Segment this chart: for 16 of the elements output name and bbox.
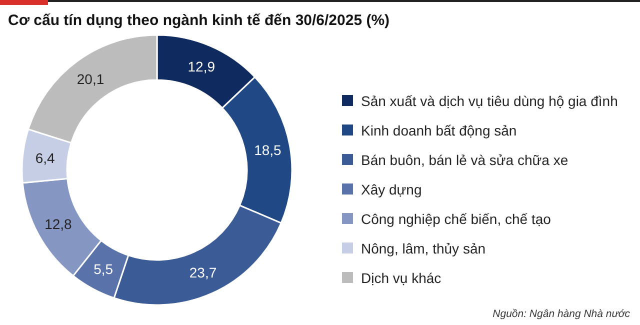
data-label: 12,8 <box>44 216 72 232</box>
data-label: 18,5 <box>254 142 282 158</box>
chart-title: Cơ cấu tín dụng theo ngành kinh tế đến 30/6/2025 (%) <box>8 12 390 29</box>
data-label: 12,9 <box>188 58 216 75</box>
legend-label: Công nghiệp chế biến, chế tạo <box>361 211 552 227</box>
data-label: 6,4 <box>35 150 56 166</box>
legend-label: Xây dựng <box>361 182 422 198</box>
text: Nguồn: Ngân hàng Nhà nước <box>492 308 631 320</box>
legend-label: Dịch vụ khác <box>361 270 442 286</box>
data-label: 20,1 <box>76 71 104 88</box>
legend-label: Nông, lâm, thủy sản <box>361 240 486 256</box>
data-label: 23,7 <box>189 264 217 281</box>
data-label: 5,5 <box>94 260 114 277</box>
legend-label: Sản xuất và dịch vụ tiêu dùng hộ gia đình <box>361 93 618 109</box>
legend-label: Kinh doanh bất động sản <box>361 122 517 138</box>
legend-label: Bán buôn, bán lẻ và sửa chữa xe <box>361 152 568 168</box>
